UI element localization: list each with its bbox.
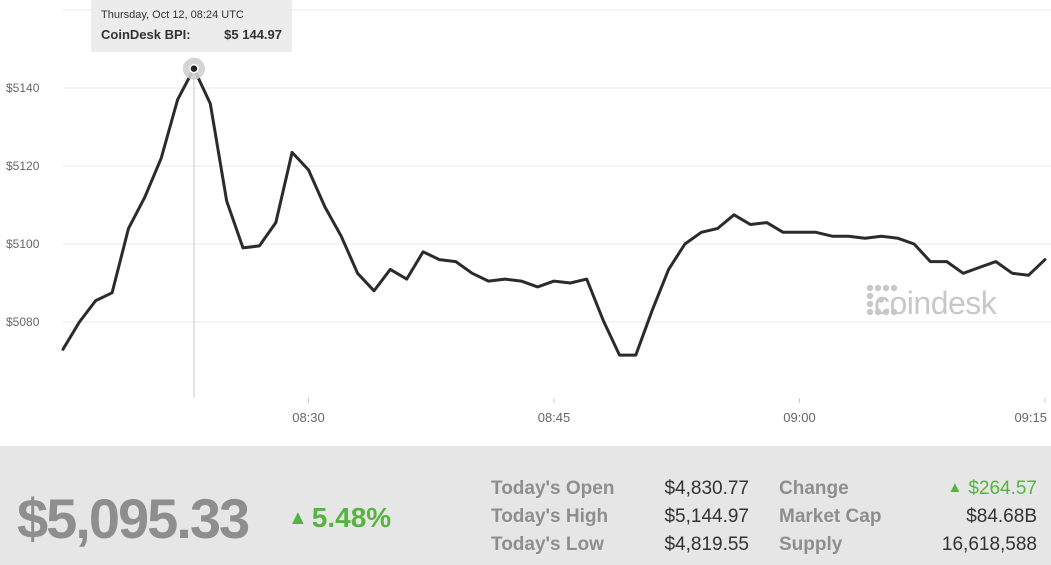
y-tick-label: $5140	[6, 81, 40, 95]
stats-panel: $5,095.33 ▲ 5.48% Today's Open $4,830.77 …	[0, 446, 1051, 565]
change-value: ▲ $264.57	[947, 478, 1037, 500]
coindesk-watermark: coindesk	[866, 284, 997, 322]
change-label: Change	[779, 478, 849, 499]
price-chart[interactable]: $5080 $5100 $5120 $5140 08:30 08:45 09:00 09:1…	[0, 0, 1051, 446]
x-tick-label: 08:30	[292, 410, 325, 425]
y-tick-label: $5120	[6, 159, 40, 173]
todays-open-value: $4,830.77	[664, 478, 749, 499]
market-cap-value: $84.68B	[966, 506, 1037, 527]
tooltip-date: Thursday, Oct 12, 08:24 UTC	[101, 9, 244, 21]
x-tick-label: 09:15	[1014, 410, 1047, 425]
todays-high-label: Today's High	[491, 506, 609, 527]
todays-open-label: Today's Open	[491, 478, 615, 499]
grid	[63, 9, 1051, 323]
change-amount: $264.57	[968, 478, 1037, 499]
market-cap-label: Market Cap	[779, 506, 882, 527]
percent-change: ▲ 5.48%	[288, 502, 391, 534]
x-axis: 08:30 08:45 09:00 09:15	[292, 398, 1047, 425]
current-price: $5,095.33	[17, 487, 250, 550]
supply-value: 16,618,588	[941, 534, 1037, 555]
up-arrow-icon: ▲	[288, 507, 308, 529]
percent-change-value: 5.48%	[311, 502, 392, 533]
y-axis: $5080 $5100 $5120 $5140	[6, 81, 40, 329]
todays-low-label: Today's Low	[491, 534, 604, 555]
chart-tooltip: Thursday, Oct 12, 08:24 UTC CoinDesk BPI…	[91, 0, 292, 52]
todays-high-value: $5,144.97	[664, 506, 749, 527]
x-tick-label: 08:45	[538, 410, 571, 425]
y-tick-label: $5080	[6, 315, 40, 329]
todays-low-value: $4,819.55	[664, 534, 749, 555]
tooltip-series-label: CoinDesk BPI:	[101, 27, 191, 42]
highlight-markers	[182, 57, 205, 398]
highlight-point	[189, 63, 199, 74]
x-tick-label: 09:00	[783, 410, 816, 425]
coindesk-logo-icon	[866, 284, 898, 316]
chart-svg: $5080 $5100 $5120 $5140 08:30 08:45 09:00 09:1…	[6, 9, 1051, 425]
series-lines	[61, 67, 1047, 357]
supply-label: Supply	[779, 534, 843, 555]
y-tick-label: $5100	[6, 237, 40, 251]
tooltip-value: $5 144.97	[224, 27, 282, 42]
series-line	[61, 67, 1047, 357]
change-up-arrow-icon: ▲	[947, 479, 963, 496]
